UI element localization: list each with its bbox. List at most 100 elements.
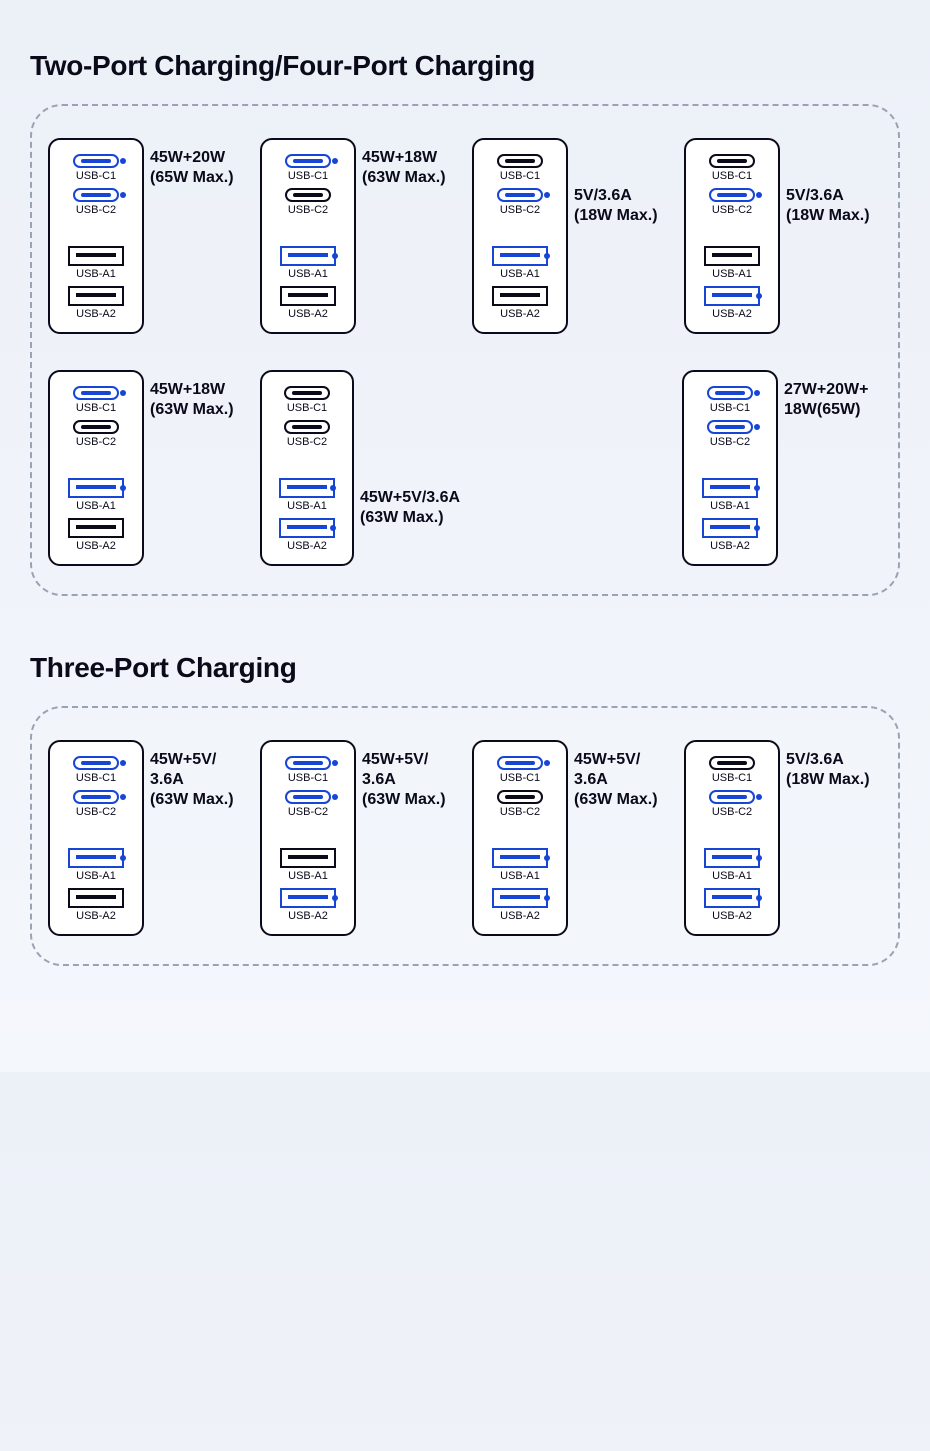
charger-body: USB-C1USB-C2USB-A1USB-A2 (48, 740, 144, 936)
charger-config: USB-C1USB-C2USB-A1USB-A245W+5V/3.6A(63W … (472, 740, 672, 936)
charger-config: USB-C1USB-C2USB-A1USB-A245W+5V/3.6A(63W … (260, 740, 460, 936)
power-annotation: 45W+18W(63W Max.) (362, 148, 446, 188)
usb-c-port-icon (285, 154, 331, 168)
active-dot-icon (120, 390, 126, 396)
port-c1: USB-C1 (60, 386, 132, 414)
usb-a-port-icon (704, 848, 760, 868)
port-a2: USB-A2 (60, 286, 132, 320)
usb-a-port-icon (492, 848, 548, 868)
port-label: USB-A2 (76, 308, 116, 320)
port-label: USB-A2 (76, 540, 116, 552)
port-label: USB-A1 (76, 268, 116, 280)
port-a1: USB-A1 (484, 848, 556, 882)
port-label: USB-C1 (710, 402, 750, 414)
port-label: USB-C1 (287, 402, 327, 414)
port-a1: USB-A1 (272, 246, 344, 280)
port-label: USB-A2 (710, 540, 750, 552)
active-dot-icon (544, 760, 550, 766)
charger-config: USB-C1USB-C2USB-A1USB-A245W+5V/3.6A(63W … (48, 740, 248, 936)
port-a1: USB-A1 (484, 246, 556, 280)
port-label: USB-C1 (712, 170, 752, 182)
power-annotation: 5V/3.6A(18W Max.) (786, 750, 870, 790)
port-label: USB-C2 (710, 436, 750, 448)
port-label: USB-A2 (76, 910, 116, 922)
port-c1: USB-C1 (60, 756, 132, 784)
usb-a-port-icon (280, 848, 336, 868)
port-spacer (696, 824, 768, 842)
port-spacer (696, 222, 768, 240)
usb-a-port-icon (68, 246, 124, 266)
port-a2: USB-A2 (696, 286, 768, 320)
port-a1: USB-A1 (272, 478, 342, 512)
active-dot-icon (120, 794, 126, 800)
active-dot-icon (756, 794, 762, 800)
section-box: USB-C1USB-C2USB-A1USB-A245W+5V/3.6A(63W … (30, 706, 900, 966)
usb-c-port-icon (73, 188, 119, 202)
active-dot-icon (332, 895, 338, 901)
port-label: USB-A1 (712, 268, 752, 280)
usb-a-port-icon (280, 286, 336, 306)
active-dot-icon (120, 192, 126, 198)
port-label: USB-A1 (500, 870, 540, 882)
charger-body: USB-C1USB-C2USB-A1USB-A2 (684, 138, 780, 334)
usb-a-port-icon (68, 888, 124, 908)
usb-a-port-icon (704, 888, 760, 908)
port-a2: USB-A2 (694, 518, 766, 552)
port-label: USB-C2 (500, 806, 540, 818)
usb-a-port-icon (704, 246, 760, 266)
port-label: USB-C1 (500, 170, 540, 182)
port-c2: USB-C2 (60, 188, 132, 216)
port-a1: USB-A1 (696, 246, 768, 280)
port-a2: USB-A2 (272, 518, 342, 552)
power-annotation: 45W+5V/3.6A(63W Max.) (362, 750, 446, 810)
port-label: USB-C2 (500, 204, 540, 216)
usb-c-port-icon (707, 386, 753, 400)
port-label: USB-A2 (712, 308, 752, 320)
port-c1: USB-C1 (484, 154, 556, 182)
usb-a-port-icon (492, 286, 548, 306)
port-a2: USB-A2 (484, 286, 556, 320)
port-a1: USB-A1 (60, 478, 132, 512)
active-dot-icon (332, 253, 338, 259)
port-spacer (694, 454, 766, 472)
port-a1: USB-A1 (60, 246, 132, 280)
charger-body: USB-C1USB-C2USB-A1USB-A2 (260, 740, 356, 936)
port-label: USB-C1 (76, 402, 116, 414)
usb-a-port-icon (280, 246, 336, 266)
port-label: USB-C2 (76, 806, 116, 818)
port-label: USB-A2 (500, 910, 540, 922)
port-label: USB-C1 (500, 772, 540, 784)
charger-body: USB-C1 USB-C2 USB-A1 USB-A2 (472, 138, 568, 334)
port-label: USB-C2 (76, 204, 116, 216)
port-label: USB-A1 (287, 500, 327, 512)
port-c1: USB-C1 (696, 756, 768, 784)
charger-body: USB-C1USB-C2USB-A1USB-A2 (684, 740, 780, 936)
port-spacer (484, 222, 556, 240)
usb-c-port-icon (73, 420, 119, 434)
usb-a-port-icon (68, 286, 124, 306)
usb-a-port-icon (492, 246, 548, 266)
usb-c-port-icon (709, 790, 755, 804)
power-annotation: 45W+5V/3.6A(63W Max.) (150, 750, 234, 810)
charger-config: USB-C1USB-C2USB-A1USB-A25V/3.6A(18W Max.… (472, 138, 672, 334)
port-label: USB-C1 (76, 170, 116, 182)
port-label: USB-C2 (288, 806, 328, 818)
usb-a-port-icon (702, 478, 758, 498)
usb-c-port-icon (73, 386, 119, 400)
charger-config: USB-C1USB-C2USB-A1USB-A245W+18W(63W Max.… (260, 138, 460, 334)
port-label: USB-C2 (288, 204, 328, 216)
active-dot-icon (544, 895, 550, 901)
port-label: USB-A1 (288, 268, 328, 280)
active-dot-icon (120, 855, 126, 861)
usb-c-port-icon (73, 756, 119, 770)
active-dot-icon (120, 485, 126, 491)
usb-a-port-icon (279, 518, 335, 538)
active-dot-icon (544, 253, 550, 259)
port-a2: USB-A2 (272, 286, 344, 320)
charger-row: USB-C1USB-C2USB-A1USB-A245W+5V/3.6A(63W … (48, 740, 882, 936)
charger-config: USB-C1USB-C2USB-A1USB-A245W+5V/3.6A(63W … (260, 370, 460, 566)
active-dot-icon (332, 794, 338, 800)
port-a1: USB-A1 (694, 478, 766, 512)
port-label: USB-C2 (287, 436, 327, 448)
port-c1: USB-C1 (272, 756, 344, 784)
